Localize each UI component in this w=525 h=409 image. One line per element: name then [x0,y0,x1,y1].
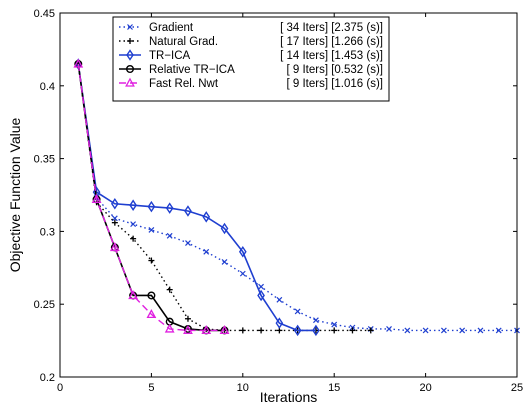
data-point [166,286,173,293]
data-point [239,270,246,277]
data-point [146,309,157,319]
y-tick-label: 0.4 [40,81,55,93]
data-point [129,199,137,211]
legend-entry: Relative TR−ICA [ 9 Iters] [0.532 (s)] [119,64,383,76]
series-4 [73,58,230,335]
legend-marker [125,77,135,87]
series-line [77,63,225,332]
data-point [147,291,156,300]
legend-label: TR−ICA [149,50,191,62]
data-point [111,219,118,226]
data-point [312,317,319,324]
data-point [349,327,356,334]
data-point [184,205,192,217]
legend-entry: TR−ICA [ 14 Iters] [1.453 (s)] [119,49,383,62]
data-point [422,327,429,334]
data-point [109,242,120,252]
legend-label: Relative TR−ICA [149,64,235,76]
data-point [294,308,301,315]
legend-label: Fast Rel. Nwt [149,78,219,90]
data-point [219,325,230,335]
data-point [111,215,118,222]
data-point [130,221,137,228]
legend-stat: [ 17 Iters] [1.266 (s)] [280,36,383,48]
data-point [203,248,210,255]
data-point [459,327,466,334]
legend-entry: Gradient [ 34 Iters] [2.375 (s)] [119,22,383,34]
data-point [202,211,211,223]
data-point [184,315,191,322]
data-point [130,235,137,242]
data-point [275,317,284,329]
legend-marker [125,64,134,73]
legend-stat: [ 9 Iters] [1.016 (s)] [286,78,383,90]
data-point [221,259,228,265]
data-point [185,240,191,246]
data-point [201,325,212,335]
data-point [312,324,320,337]
legend-entry: Natural Grad. [ 17 Iters] [1.266 (s)] [119,36,383,48]
data-point [386,326,392,332]
legend-marker [126,49,134,61]
data-point [166,232,173,239]
legend: Gradient [ 34 Iters] [2.375 (s)] Natural G… [112,16,390,102]
y-axis-title: Objective Function Value [7,117,23,272]
data-point [367,327,374,334]
legend-marker [127,24,133,30]
legend-marker [127,38,133,44]
data-point [220,222,229,235]
data-point [477,327,484,334]
data-point [164,323,175,333]
data-point [238,246,247,258]
data-point [147,200,156,213]
x-tick-label: 15 [328,382,340,394]
data-point [239,327,246,334]
data-point [165,202,174,214]
data-point [258,283,265,290]
legend-label: Natural Grad. [149,36,218,48]
plot-content [73,58,520,337]
x-tick-label: 10 [237,382,249,394]
x-tick-label: 25 [511,382,523,394]
y-tick-label: 0.35 [34,154,55,166]
x-tick-label: 5 [148,382,154,394]
legend-stat: [ 14 Iters] [1.453 (s)] [280,50,383,62]
data-point [91,194,102,204]
data-point [257,289,265,302]
x-tick-label: 0 [57,382,63,394]
data-point [331,321,338,328]
data-point [495,327,502,334]
data-point [440,327,447,334]
data-point [110,197,119,210]
legend-entry: Fast Rel. Nwt [ 9 Iters] [1.016 (s)] [119,77,383,90]
data-point [293,324,302,337]
data-point [148,227,155,233]
legend-label: Gradient [149,22,194,34]
y-tick-label: 0.3 [40,226,55,238]
data-point [258,327,265,334]
legend-stat: [ 34 Iters] [2.375 (s)] [280,22,383,34]
y-tick-label: 0.45 [34,8,55,20]
data-point [276,296,283,303]
axis-ticks: 0 5 10 15 20 25 0.2 0.25 0.3 0.35 0.4 0.45 [34,8,524,394]
data-point [183,325,193,335]
data-point [331,327,338,334]
legend-box [112,16,390,102]
data-point [404,327,411,334]
y-tick-label: 0.25 [34,299,55,311]
data-point [148,257,155,264]
y-tick-label: 0.2 [40,372,55,384]
data-point [73,58,84,68]
data-point [128,290,139,300]
x-tick-label: 20 [419,382,431,394]
plot-frame [59,12,518,378]
x-axis-title: Iterations [260,389,318,405]
legend-stat: [ 9 Iters] [0.532 (s)] [286,64,383,76]
